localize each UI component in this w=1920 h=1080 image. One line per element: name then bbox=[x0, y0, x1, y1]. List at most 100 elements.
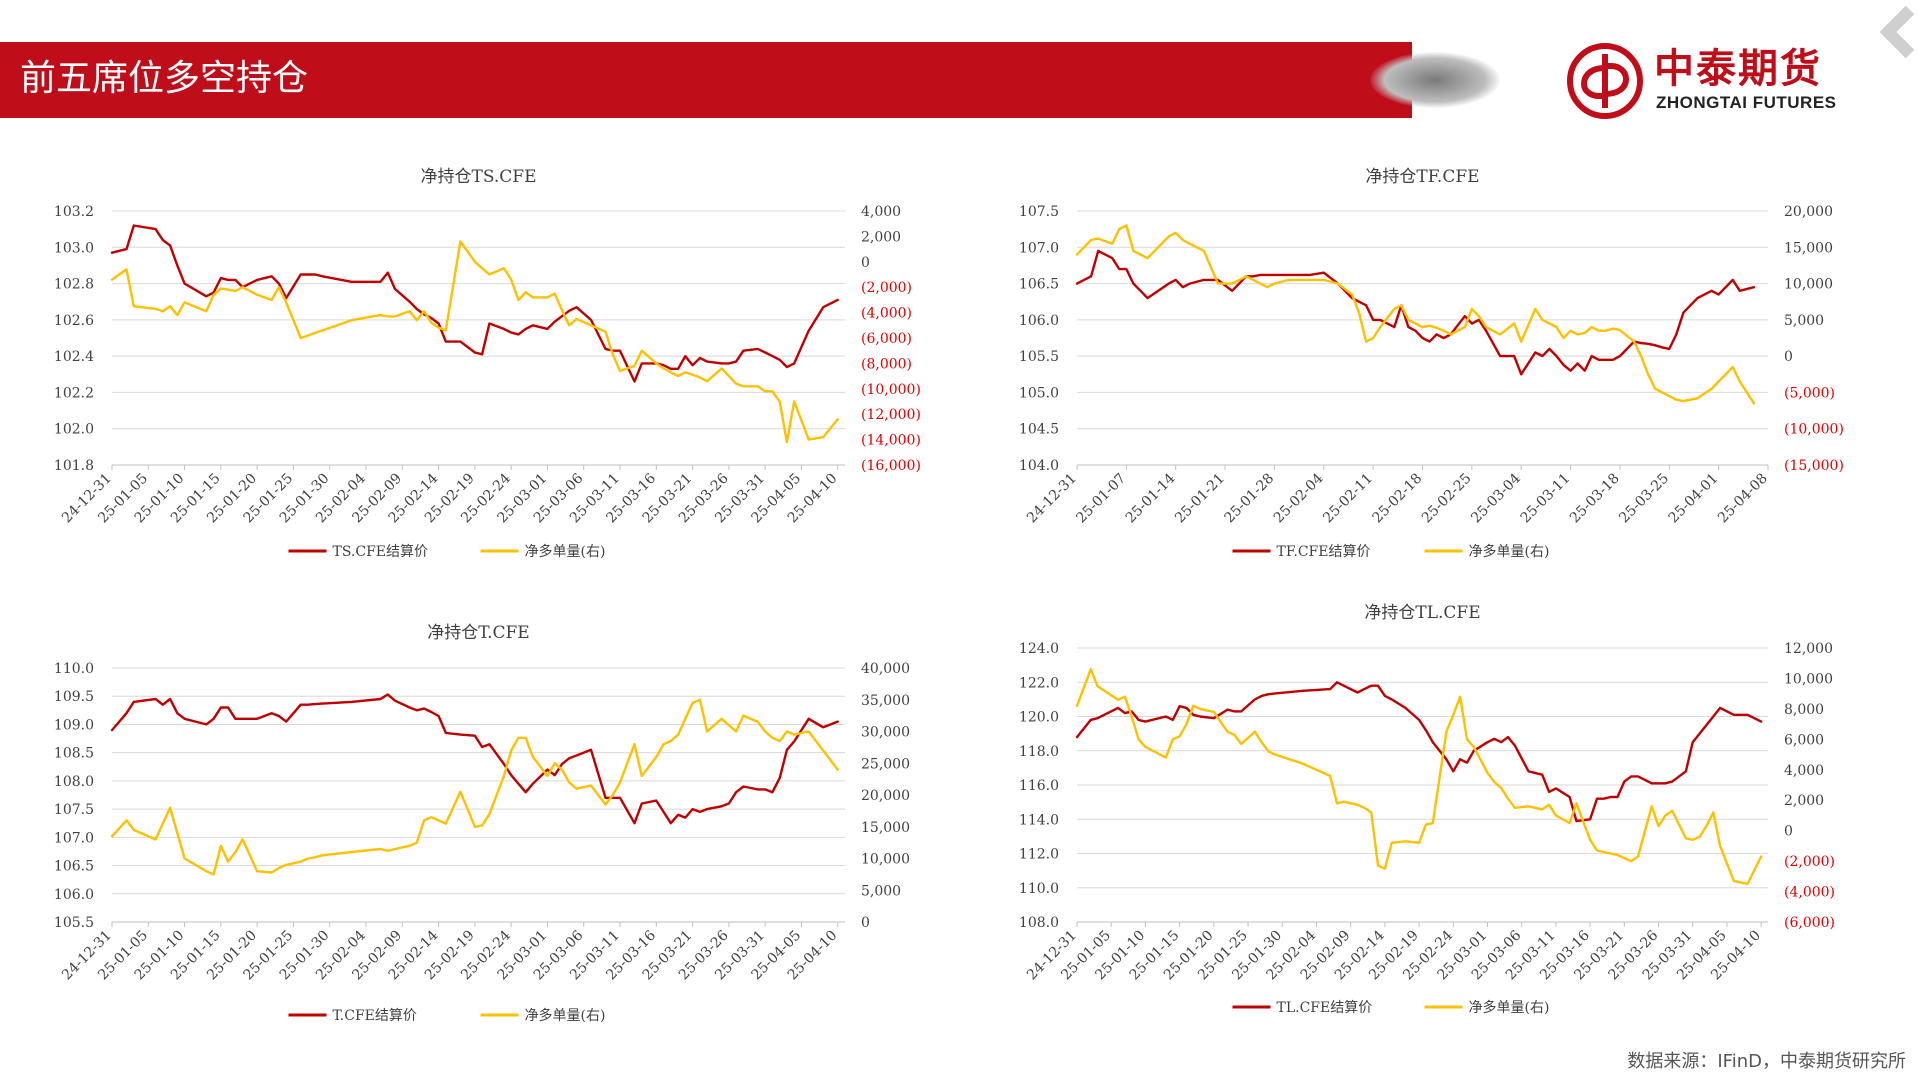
y-left-tick-label: 110.0 bbox=[1019, 881, 1059, 897]
x-tick-label: 25-02-18 bbox=[1370, 471, 1426, 527]
y-left-tick-label: 109.0 bbox=[54, 717, 94, 733]
x-tick-label: 25-03-11 bbox=[1518, 471, 1574, 527]
y-left-tick-label: 106.0 bbox=[1019, 313, 1059, 329]
chart-title: 净持仓TF.CFE bbox=[1365, 167, 1479, 187]
x-tick-label: 25-01-07 bbox=[1073, 471, 1129, 527]
data-source-note: 数据来源：IFinD，中泰期货研究所 bbox=[1627, 1051, 1906, 1072]
x-tick-label: 25-02-04 bbox=[1271, 470, 1327, 526]
chart-tf: 净持仓TF.CFE 107.5 107.0 106.5 106.0 105.5 105.0 1… bbox=[960, 152, 1920, 602]
legend-label-price: TS.CFE结算价 bbox=[333, 544, 429, 560]
x-tick-label: 25-01-21 bbox=[1172, 471, 1228, 527]
series-line-position bbox=[1075, 668, 1763, 886]
chart-title: 净持仓TS.CFE bbox=[421, 167, 537, 187]
y-right-tick-label: 8,000 bbox=[1784, 702, 1824, 718]
chart-title: 净持仓TL.CFE bbox=[1364, 603, 1480, 623]
y-right-tick-label: 0 bbox=[861, 255, 870, 271]
series-line-price bbox=[110, 693, 839, 825]
series-line-position bbox=[110, 240, 839, 444]
legend-label-position: 净多单量(右) bbox=[525, 543, 606, 560]
y-right-tick-label: (14,000) bbox=[861, 433, 921, 449]
y-right-tick-label: 0 bbox=[1784, 824, 1793, 840]
legend-label-position: 净多单量(右) bbox=[1469, 543, 1550, 560]
y-right-tick-label: 20,000 bbox=[1784, 204, 1833, 220]
y-left-tick-label: 108.0 bbox=[1019, 915, 1059, 931]
y-right-tick-label: (4,000) bbox=[1784, 885, 1835, 901]
y-right-tick-label: (5,000) bbox=[1784, 385, 1835, 401]
legend-label-price: TL.CFE结算价 bbox=[1277, 1000, 1373, 1016]
legend-label-price: T.CFE结算价 bbox=[333, 1008, 417, 1024]
y-right-tick-label: 5,000 bbox=[861, 883, 901, 899]
y-left-tick-label: 120.0 bbox=[1019, 710, 1059, 726]
y-left-tick-label: 106.5 bbox=[1019, 277, 1059, 293]
y-left-tick-label: 122.0 bbox=[1019, 675, 1059, 691]
y-left-tick-label: 102.6 bbox=[54, 313, 94, 329]
y-left-tick-label: 118.0 bbox=[1019, 744, 1059, 760]
chart-t: 净持仓T.CFE 110.0 109.5 109.0 108.5 108.0 107.5 10… bbox=[0, 608, 960, 1058]
y-right-tick-label: 0 bbox=[1784, 349, 1793, 365]
header-shadow bbox=[1370, 52, 1500, 108]
y-left-tick-label: 102.0 bbox=[54, 422, 94, 438]
y-right-tick-label: (16,000) bbox=[861, 458, 921, 474]
series-line-position bbox=[110, 698, 839, 876]
logo-chinese-name: 中泰期货 bbox=[1654, 46, 1822, 92]
y-right-tick-label: 5,000 bbox=[1784, 313, 1824, 329]
y-right-tick-label: 4,000 bbox=[861, 204, 901, 220]
logo-english-name: ZHONGTAI FUTURES bbox=[1656, 93, 1837, 112]
x-tick-label: 25-02-11 bbox=[1320, 471, 1376, 527]
x-tick-label: 25-02-25 bbox=[1419, 471, 1475, 527]
x-tick-label: 24-12-31 bbox=[1024, 471, 1080, 527]
y-right-tick-label: 4,000 bbox=[1784, 763, 1824, 779]
chart-tl-svg: 净持仓TL.CFE 124.0 122.0 120.0 118.0 116.0 114.0 1… bbox=[1019, 603, 1835, 1016]
x-tick-label: 25-01-28 bbox=[1221, 471, 1277, 527]
y-left-tick-label: 109.5 bbox=[54, 689, 94, 705]
y-left-tick-label: 103.2 bbox=[54, 204, 94, 220]
series-line-price bbox=[110, 224, 839, 383]
y-right-tick-label: 35,000 bbox=[861, 693, 910, 709]
y-right-tick-label: 10,000 bbox=[1784, 671, 1833, 687]
chart-ts: 净持仓TS.CFE 103.2 103.0 102.8 102.6 102.4 102.2 1… bbox=[0, 152, 960, 602]
corner-chevron-icon bbox=[1879, 6, 1915, 59]
header-bar bbox=[0, 42, 1412, 118]
y-left-tick-label: 114.0 bbox=[1019, 812, 1059, 828]
y-left-tick-label: 104.5 bbox=[1019, 422, 1059, 438]
y-left-tick-label: 102.8 bbox=[54, 277, 94, 293]
y-left-tick-label: 105.5 bbox=[1019, 349, 1059, 365]
y-right-tick-label: 15,000 bbox=[1784, 240, 1833, 256]
y-right-tick-label: (10,000) bbox=[861, 382, 921, 398]
x-tick-label: 25-04-01 bbox=[1666, 471, 1722, 527]
chart-title: 净持仓T.CFE bbox=[427, 623, 529, 643]
y-right-tick-label: (6,000) bbox=[1784, 915, 1835, 931]
y-right-tick-label: 25,000 bbox=[861, 756, 910, 772]
x-tick-label: 25-03-04 bbox=[1468, 470, 1524, 526]
legend-label-price: TF.CFE结算价 bbox=[1277, 544, 1371, 560]
y-left-tick-label: 102.2 bbox=[54, 385, 94, 401]
y-left-tick-label: 110.0 bbox=[54, 661, 94, 677]
logo-mark-icon bbox=[1567, 43, 1643, 119]
x-tick-label: 25-03-18 bbox=[1567, 471, 1623, 527]
y-right-tick-label: 30,000 bbox=[861, 725, 910, 741]
y-right-tick-label: (6,000) bbox=[861, 331, 912, 347]
chart-tl: 净持仓TL.CFE 124.0 122.0 120.0 118.0 116.0 114.0 1… bbox=[960, 588, 1920, 1038]
y-left-tick-label: 116.0 bbox=[1019, 778, 1059, 794]
series-line-price bbox=[1075, 249, 1756, 376]
y-left-tick-label: 108.5 bbox=[54, 746, 94, 762]
y-left-tick-label: 105.0 bbox=[1019, 385, 1059, 401]
chart-t-svg: 净持仓T.CFE 110.0 109.5 109.0 108.5 108.0 107.5 10… bbox=[54, 623, 910, 1024]
y-right-tick-label: 12,000 bbox=[1784, 641, 1833, 657]
page-title: 前五席位多空持仓 bbox=[20, 58, 309, 99]
y-left-tick-label: 106.5 bbox=[54, 859, 94, 875]
company-logo: 中泰期货 ZHONGTAI FUTURES bbox=[1566, 42, 1866, 122]
y-right-tick-label: 20,000 bbox=[861, 788, 910, 804]
legend-label-position: 净多单量(右) bbox=[525, 1007, 606, 1024]
y-left-tick-label: 107.5 bbox=[54, 802, 94, 818]
y-right-tick-label: 6,000 bbox=[1784, 732, 1824, 748]
y-left-tick-label: 107.0 bbox=[54, 830, 94, 846]
y-right-tick-label: (10,000) bbox=[1784, 422, 1844, 438]
y-left-tick-label: 106.0 bbox=[54, 887, 94, 903]
y-right-tick-label: 40,000 bbox=[861, 661, 910, 677]
y-left-tick-label: 108.0 bbox=[54, 774, 94, 790]
y-right-tick-label: (2,000) bbox=[861, 280, 912, 296]
y-right-tick-label: 2,000 bbox=[861, 229, 901, 245]
y-left-tick-label: 107.0 bbox=[1019, 240, 1059, 256]
y-right-tick-label: 2,000 bbox=[1784, 793, 1824, 809]
